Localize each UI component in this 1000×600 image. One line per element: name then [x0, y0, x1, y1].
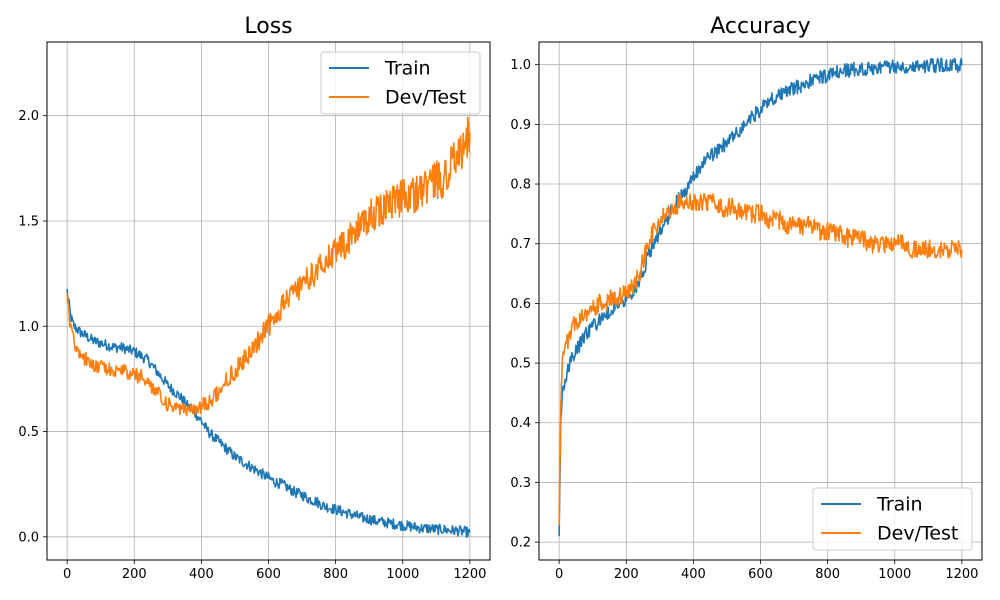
- loss-legend-train-label: Train: [384, 58, 431, 80]
- accuracy-y-tick-label-2: 0.4: [510, 416, 531, 431]
- loss-y-tick-label-3: 1.5: [18, 214, 39, 229]
- loss-x-tick-label-5: 1000: [386, 567, 419, 582]
- accuracy-y-tick-label-5: 0.7: [510, 237, 531, 252]
- accuracy-y-tick-label-8: 1.0: [510, 58, 531, 73]
- loss-series-devtest-line: [66, 116, 471, 417]
- accuracy-y-tick-label-0: 0.2: [510, 536, 531, 551]
- accuracy-legend-devtest-label: Dev/Test: [877, 523, 958, 545]
- accuracy-legend-train-label: Train: [876, 494, 923, 516]
- loss-series-train-line: [66, 288, 471, 539]
- loss-x-tick-label-6: 1200: [453, 567, 486, 582]
- loss-y-tick-label-4: 2.0: [18, 109, 39, 124]
- accuracy-x-tick-label-4: 800: [815, 567, 840, 582]
- accuracy-ticks: 0 200 400 600 800 1000 1200 0.2 0.3 0.4 0.5 0.6 0.7 0…: [510, 58, 978, 582]
- accuracy-x-tick-label-3: 600: [748, 567, 773, 582]
- accuracy-series-devtest-line: [558, 192, 963, 526]
- loss-y-tick-label-0: 0.0: [18, 530, 39, 545]
- accuracy-legend: Train Dev/Test: [812, 487, 973, 551]
- accuracy-chart: 0 200 400 600 800 1000 1200 0.2 0.3 0.4 0.5 0.6 0.7 0…: [510, 14, 983, 582]
- loss-y-tick-label-1: 0.5: [18, 425, 39, 440]
- loss-legend: Train Dev/Test: [320, 51, 481, 115]
- accuracy-x-tick-label-2: 400: [681, 567, 706, 582]
- loss-x-tick-label-4: 800: [323, 567, 348, 582]
- loss-x-tick-label-0: 0: [63, 567, 71, 582]
- accuracy-x-tick-label-1: 200: [614, 567, 639, 582]
- loss-x-tick-label-2: 400: [189, 567, 214, 582]
- loss-title: Loss: [244, 14, 292, 39]
- loss-x-tick-label-1: 200: [122, 567, 147, 582]
- loss-y-tick-label-2: 1.0: [18, 320, 39, 335]
- accuracy-y-tick-label-7: 0.9: [510, 118, 531, 133]
- accuracy-title: Accuracy: [710, 14, 810, 39]
- loss-ticks: 0 200 400 600 800 1000 1200 0.0 0.5 1.0 1.5 2.0: [18, 109, 486, 582]
- accuracy-x-tick-label-0: 0: [555, 567, 563, 582]
- accuracy-y-tick-label-6: 0.8: [510, 178, 531, 193]
- loss-legend-devtest-label: Dev/Test: [385, 87, 466, 109]
- loss-x-tick-label-3: 600: [256, 567, 281, 582]
- accuracy-series: [558, 57, 963, 537]
- accuracy-x-tick-label-6: 1200: [945, 567, 978, 582]
- accuracy-y-tick-label-3: 0.5: [510, 357, 531, 372]
- loss-chart: 0 200 400 600 800 1000 1200 0.0 0.5 1.0 1.5 2.0 Los…: [18, 14, 491, 582]
- accuracy-y-tick-label-4: 0.6: [510, 297, 531, 312]
- loss-series: [66, 116, 471, 539]
- loss-grid: [47, 42, 490, 560]
- accuracy-y-tick-label-1: 0.3: [510, 476, 531, 491]
- accuracy-x-tick-label-5: 1000: [878, 567, 911, 582]
